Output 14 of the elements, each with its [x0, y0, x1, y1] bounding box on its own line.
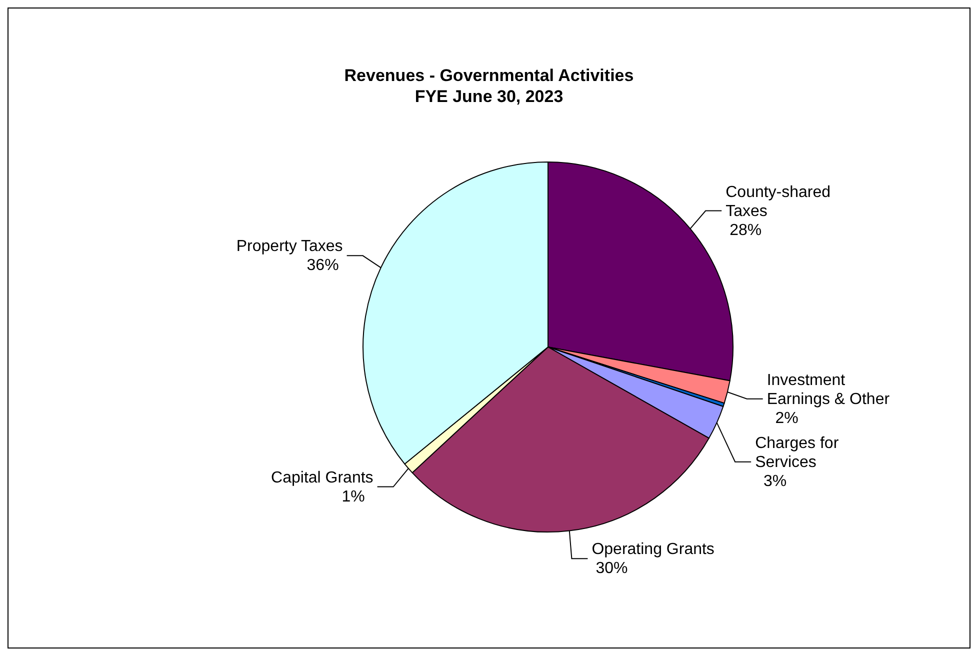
- slice-label: Operating Grants: [592, 541, 714, 558]
- data-label: 3%: [764, 472, 787, 490]
- slice-label: Charges for Services: [755, 434, 840, 471]
- data-label: 28%: [730, 222, 762, 239]
- data-label: 2%: [775, 410, 798, 427]
- data-label: 30%: [596, 560, 628, 578]
- data-label: 36%: [306, 257, 339, 274]
- slice-label: Capital Grants: [271, 469, 374, 486]
- slice-label: County-shared Taxes: [726, 184, 831, 220]
- chart-subtitle: FYE June 30, 2023: [414, 87, 564, 106]
- slice-label: Property Taxes: [236, 238, 343, 256]
- chart-title: Revenues - Governmental Activities: [344, 66, 634, 85]
- data-label: 1%: [342, 488, 365, 506]
- slice-label: Investment Earnings & Other: [766, 372, 890, 408]
